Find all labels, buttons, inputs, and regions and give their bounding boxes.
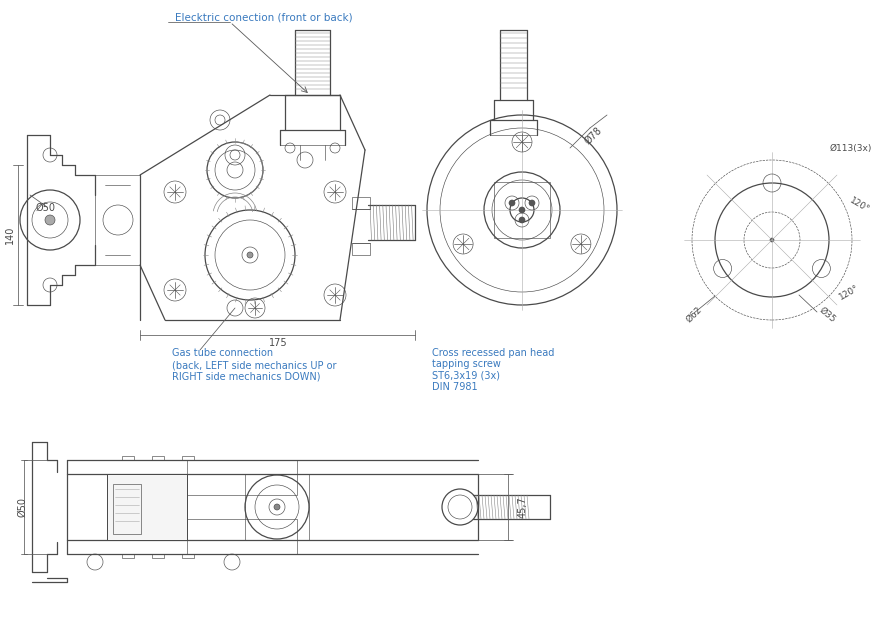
Text: 120°: 120° (848, 196, 871, 214)
Bar (122, 456, 134, 460)
Circle shape (529, 200, 535, 206)
Circle shape (519, 207, 525, 213)
Bar (107, 474, 187, 540)
Text: 175: 175 (269, 338, 287, 348)
Circle shape (45, 215, 55, 225)
Text: 45,7: 45,7 (518, 496, 528, 518)
Bar (152, 456, 164, 460)
Text: Ø50: Ø50 (36, 203, 56, 213)
Text: Elecktric conection (front or back): Elecktric conection (front or back) (175, 13, 353, 23)
Text: Ø62: Ø62 (684, 305, 703, 325)
Text: Cross recessed pan head
tapping screw
ST6,3x19 (3x)
DIN 7981: Cross recessed pan head tapping screw ST… (432, 347, 554, 392)
Circle shape (274, 504, 280, 510)
Circle shape (519, 217, 525, 223)
Bar (187, 460, 297, 495)
Text: 140: 140 (5, 226, 15, 244)
Text: Ø50: Ø50 (17, 497, 27, 517)
Bar (95, 175, 140, 265)
Text: Gas tube connection
(back, LEFT side mechanics UP or
RIGHT side mechanics DOWN): Gas tube connection (back, LEFT side mec… (172, 349, 337, 381)
Bar (107, 474, 187, 540)
Bar (352, 197, 370, 209)
Bar (113, 484, 141, 534)
Circle shape (509, 200, 515, 206)
Text: Ø113(3x): Ø113(3x) (830, 144, 872, 152)
Text: 120°: 120° (837, 283, 860, 301)
Text: Ø35: Ø35 (817, 305, 837, 325)
Bar (494, 182, 550, 238)
Bar (182, 456, 194, 460)
Bar (352, 243, 370, 255)
Bar (182, 554, 194, 558)
Text: Ø78: Ø78 (583, 125, 604, 146)
Bar (187, 519, 297, 554)
Circle shape (247, 252, 253, 258)
Bar (152, 554, 164, 558)
Bar (122, 554, 134, 558)
Circle shape (770, 238, 774, 242)
